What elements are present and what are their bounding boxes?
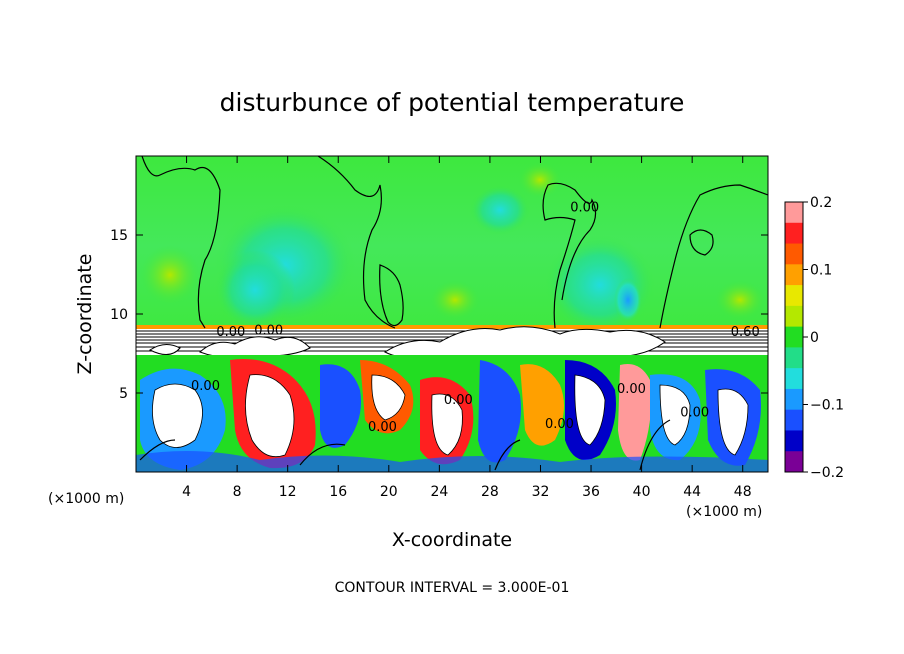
colorbar-segment bbox=[785, 388, 803, 411]
y-tick-label: 15 bbox=[110, 228, 128, 244]
yellow-region bbox=[430, 280, 480, 320]
contour-label: 0.00 bbox=[570, 200, 599, 215]
colorbar-segment bbox=[785, 202, 803, 224]
colorbar-tick-label: 0.1 bbox=[810, 263, 832, 279]
x-tick-label: 48 bbox=[734, 484, 752, 500]
lower-turbulence bbox=[136, 359, 768, 472]
x-tick-label: 36 bbox=[582, 484, 600, 500]
yellow-region bbox=[140, 245, 200, 305]
contour-interval-note: CONTOUR INTERVAL = 3.000E-01 bbox=[335, 580, 570, 596]
colorbar-segment bbox=[785, 451, 803, 473]
colorbar-segment bbox=[785, 222, 803, 245]
x-axis-title: X-coordinate bbox=[392, 529, 512, 551]
inversion-turbulence bbox=[149, 326, 666, 362]
x-tick-label: 24 bbox=[430, 484, 448, 500]
cyan-region bbox=[215, 250, 295, 330]
colorbar: 0.2 0.1 0 −0.1 −0.2 bbox=[784, 195, 844, 481]
x-tick-label: 12 bbox=[279, 484, 297, 500]
x-tick-label: 28 bbox=[481, 484, 499, 500]
x-tick-label: 8 bbox=[233, 484, 242, 500]
yellow-region bbox=[518, 162, 562, 198]
zero-contours bbox=[139, 156, 768, 471]
colorbar-segment bbox=[785, 285, 803, 307]
colorbar-tick-label: −0.1 bbox=[810, 398, 844, 414]
colorbar-segment bbox=[785, 243, 803, 265]
colorbar-tick-label: 0.2 bbox=[810, 195, 832, 211]
contour-label: 0.60 bbox=[731, 325, 760, 340]
contour-label: 0.00 bbox=[545, 417, 574, 432]
x-tick-label: 4 bbox=[182, 484, 191, 500]
cyan-region bbox=[470, 185, 530, 235]
y-tick-label: 5 bbox=[119, 386, 128, 402]
contour-label: 0.00 bbox=[216, 325, 245, 340]
colorbar-segment bbox=[785, 368, 803, 390]
contour-label: 0.00 bbox=[254, 324, 283, 339]
inversion-band bbox=[136, 325, 768, 329]
contour-label: 0.00 bbox=[191, 379, 220, 394]
x-tick-label: 32 bbox=[532, 484, 550, 500]
colorbar-segment bbox=[785, 347, 803, 369]
x-tick-label: 44 bbox=[683, 484, 701, 500]
y-axis: 5 10 15 bbox=[110, 228, 768, 402]
colorbar-segment bbox=[785, 409, 803, 431]
contour-label: 0.00 bbox=[444, 393, 473, 408]
yellow-region bbox=[715, 280, 765, 320]
colorbar-segment bbox=[785, 430, 803, 452]
y-tick-label: 10 bbox=[110, 307, 128, 323]
colorbar-tick-label: 0 bbox=[810, 330, 819, 346]
contour-label: 0.00 bbox=[680, 406, 709, 421]
chart-title: disturbunce of potential temperature bbox=[220, 88, 685, 117]
heatmap-field: 0.00 0.00 0.00 0.00 0.00 0.00 0.00 0.00 0.00 0.60 bbox=[136, 156, 768, 472]
colorbar-segment bbox=[785, 326, 803, 348]
blue-region bbox=[614, 278, 642, 322]
contour-label: 0.00 bbox=[368, 420, 397, 435]
x-tick-label: 40 bbox=[633, 484, 651, 500]
x-tick-label: 20 bbox=[380, 484, 398, 500]
colorbar-segment bbox=[785, 305, 803, 328]
colorbar-tick-label: −0.2 bbox=[810, 465, 844, 481]
contour-labels: 0.00 0.00 0.00 0.00 0.00 0.00 0.00 0.00 0.00 0.60 bbox=[191, 200, 760, 435]
colorbar-segment bbox=[785, 264, 803, 286]
contour-label: 0.00 bbox=[617, 382, 646, 397]
cyan-region bbox=[545, 235, 655, 335]
x-axis: 4 8 12 16 20 24 28 32 36 40 44 48 bbox=[182, 156, 752, 500]
x-unit-right: (×1000 m) bbox=[686, 504, 762, 520]
x-tick-label: 16 bbox=[329, 484, 347, 500]
x-unit-left: (×1000 m) bbox=[48, 491, 124, 507]
y-axis-title: Z-coordinate bbox=[74, 254, 96, 375]
